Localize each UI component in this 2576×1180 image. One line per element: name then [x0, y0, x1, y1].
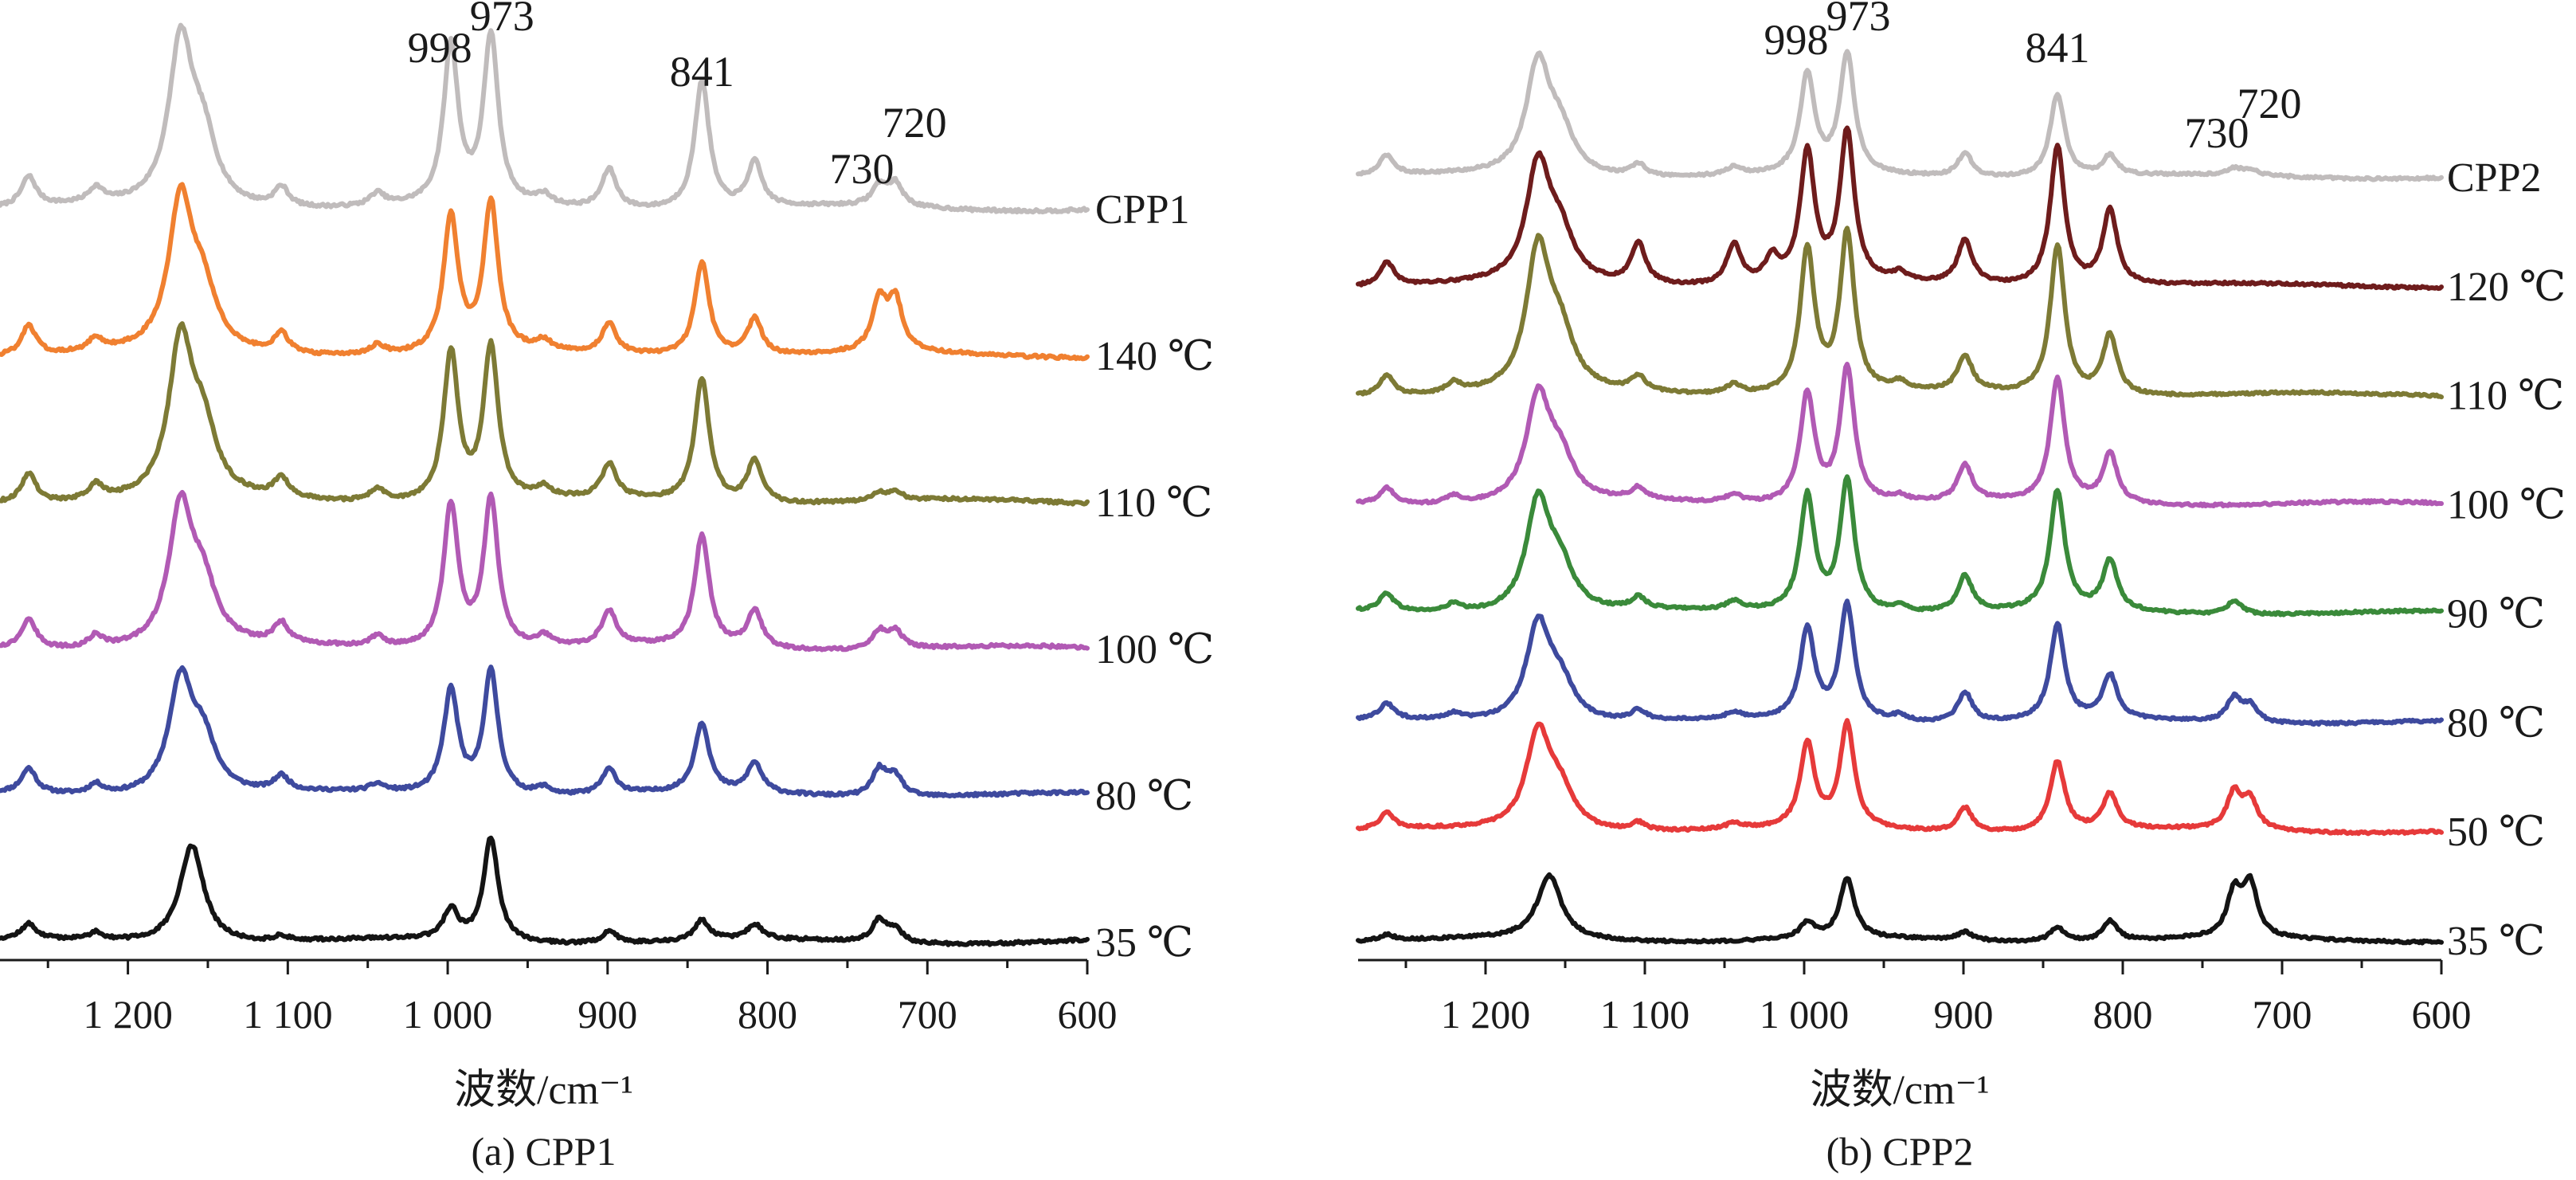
x-tick-label: 800 [738, 992, 797, 1037]
x-axis-title: 波数/cm⁻¹ [454, 1068, 633, 1113]
series-label: 35 ℃ [1095, 920, 1193, 966]
x-tick-label: 900 [577, 992, 637, 1037]
series-label: 50 ℃ [2447, 810, 2545, 855]
x-tick-label: 1 200 [83, 992, 173, 1037]
series-label: CPP1 [1095, 187, 1190, 233]
series-label: 140 ℃ [1095, 334, 1214, 379]
series-line [0, 835, 1090, 947]
series-line [1356, 718, 2444, 837]
series-label: 110 ℃ [1095, 480, 1212, 526]
x-tick-label: 1 000 [403, 992, 493, 1037]
x-tick-label: 600 [1058, 992, 1118, 1037]
peak-annotation: 730 [830, 145, 895, 193]
series-line [0, 22, 1090, 215]
x-tick-label: 700 [2253, 992, 2312, 1037]
peak-annotation: 720 [2237, 80, 2302, 127]
x-tick-label: 1 100 [243, 992, 333, 1037]
series-line [1356, 225, 2444, 400]
panel-caption: (b) CPP2 [1826, 1129, 1974, 1174]
x-tick-label: 800 [2093, 992, 2153, 1037]
x-axis-title: 波数/cm⁻¹ [1810, 1068, 1989, 1113]
series-line [0, 182, 1090, 362]
series-line [1356, 362, 2444, 508]
series-line [1356, 474, 2444, 617]
series-label: 35 ℃ [2447, 919, 2545, 964]
panel-a: 1 200 1 100 1 000 900 800 700 600 波数/cm⁻¹ (a) CP… [0, 0, 1214, 1174]
series-line [1356, 598, 2444, 727]
peak-annotation: 973 [470, 0, 534, 40]
x-tick-label: 1 100 [1600, 992, 1690, 1037]
panel-caption: (a) CPP1 [472, 1129, 617, 1174]
series-label: 80 ℃ [1095, 774, 1193, 819]
x-tick-label: 1 000 [1760, 992, 1850, 1037]
series-label: 100 ℃ [1095, 627, 1214, 672]
peak-annotation: 998 [1764, 16, 1829, 64]
series-label: 90 ℃ [2447, 591, 2545, 637]
panel-b: 1 200 1 100 1 000 900 800 700 600 波数/cm⁻¹ (b) CP… [1356, 0, 2566, 1174]
peak-annotation: 973 [1826, 0, 1891, 40]
series-line [1356, 125, 2444, 292]
x-tick-label: 900 [1934, 992, 1994, 1037]
series-line [0, 664, 1090, 799]
series-label: 80 ℃ [2447, 700, 2545, 746]
peak-annotation: 841 [670, 48, 734, 96]
series-label: CPP2 [2447, 155, 2542, 201]
series-line [0, 321, 1090, 507]
x-tick-label: 1 200 [1441, 992, 1531, 1037]
series-label: 110 ℃ [2447, 374, 2564, 419]
peak-annotation: 998 [408, 24, 472, 72]
peak-annotation: 730 [2185, 109, 2249, 157]
series-line [1356, 49, 2444, 182]
series-label: 100 ℃ [2447, 483, 2566, 528]
x-tick-label: 700 [898, 992, 957, 1037]
peak-annotation: 720 [883, 99, 947, 147]
x-tick-label: 600 [2412, 992, 2472, 1037]
series-label: 120 ℃ [2447, 265, 2566, 310]
peak-annotation: 841 [2026, 24, 2090, 72]
series-line [1356, 872, 2444, 946]
series-line [0, 489, 1090, 653]
